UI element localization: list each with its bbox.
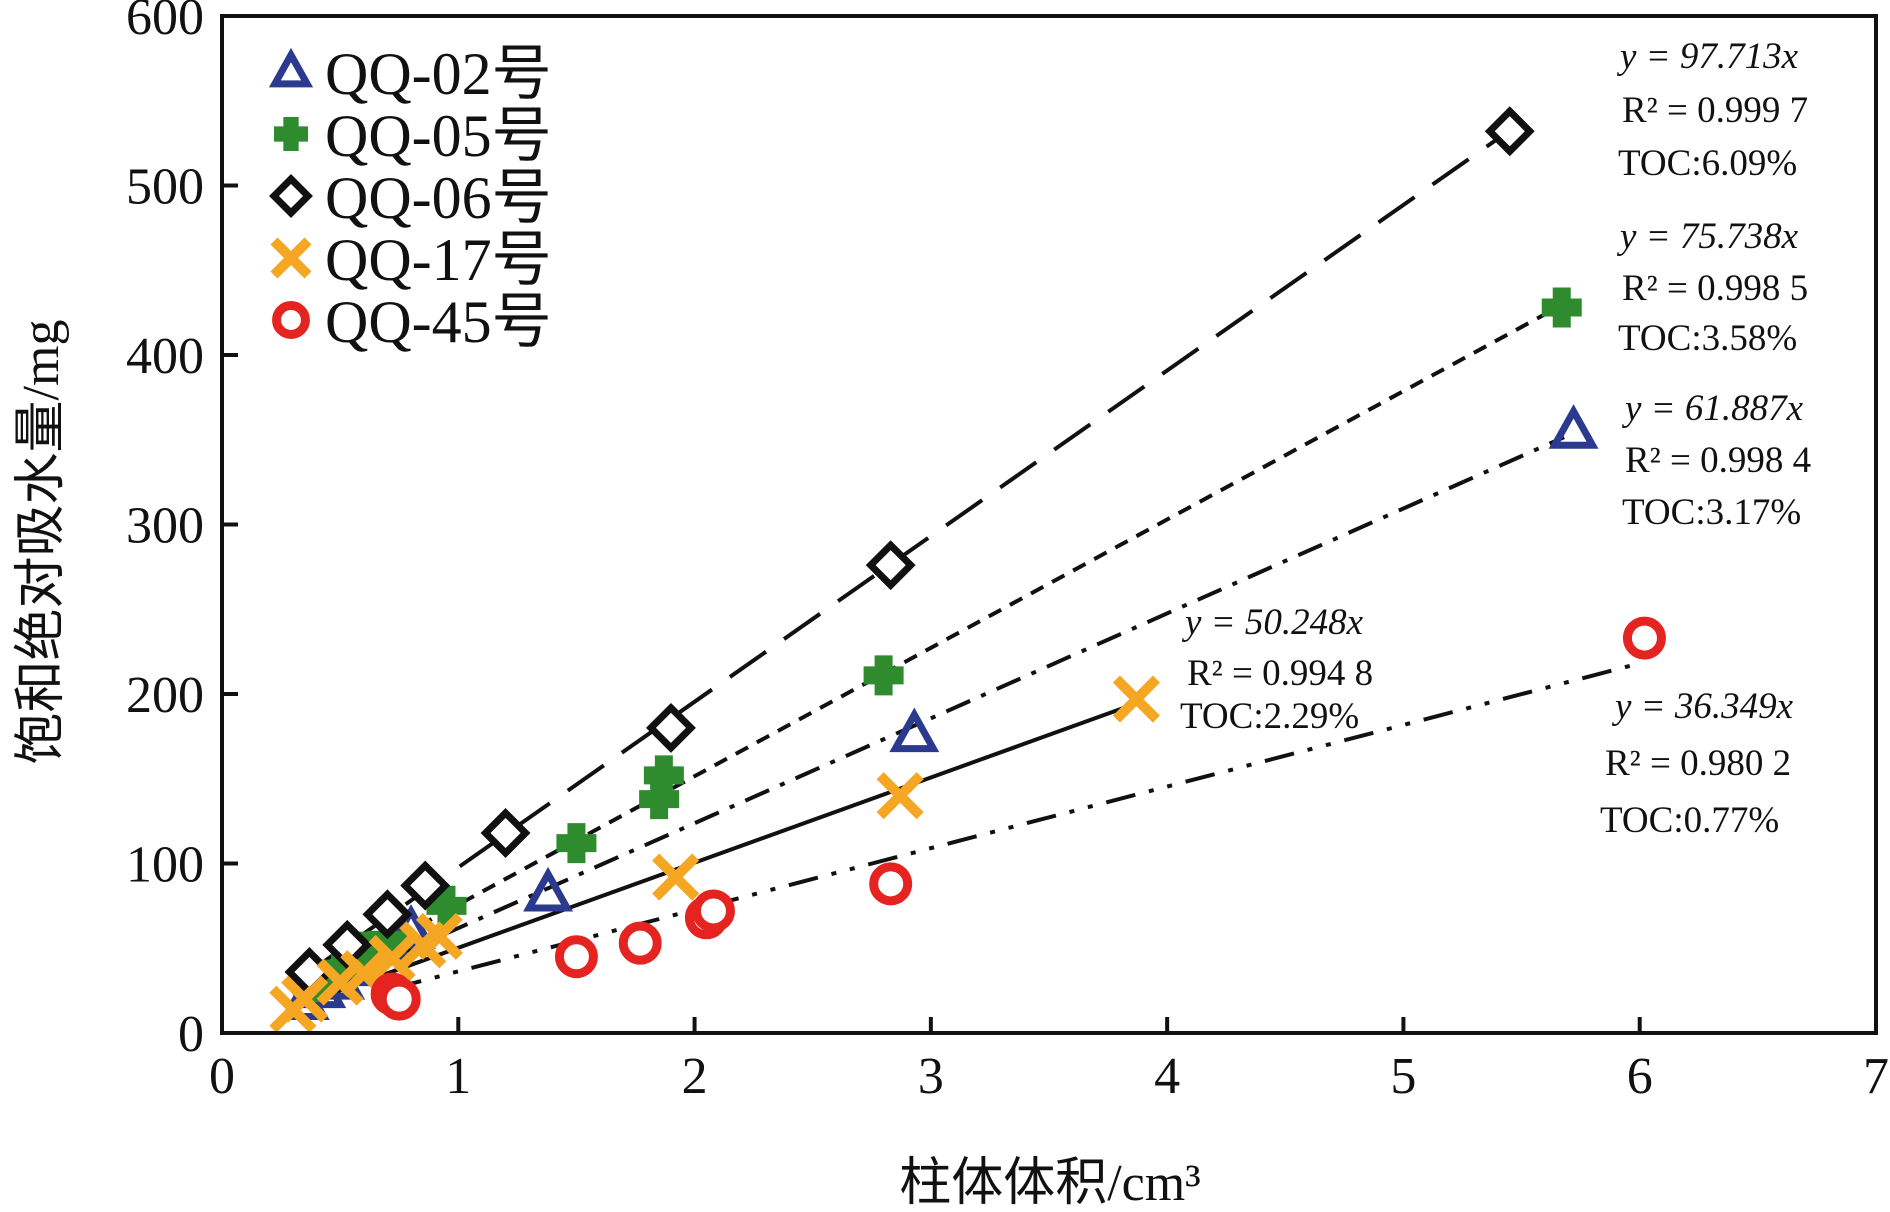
point-x: [281, 975, 329, 1023]
data-points: [269, 106, 1666, 1033]
y-tick-label: 100: [126, 837, 204, 894]
legend-label: QQ-02号: [325, 41, 552, 107]
regression-annotation: y = 36.349x R² = 0.980 2 TOC:0.77%: [1600, 686, 1794, 841]
y-tick-label: 200: [126, 667, 204, 724]
point-circle: [554, 935, 598, 979]
point-circle: [691, 889, 735, 933]
point-triangle: [523, 866, 574, 912]
y-tick-label: 300: [126, 498, 204, 555]
regression-r2: R² = 0.999 7: [1622, 90, 1808, 131]
point-diamond: [400, 860, 451, 911]
point-diamond: [865, 540, 916, 591]
point-diamond: [322, 919, 373, 970]
legend-item: QQ-17号: [270, 227, 552, 293]
point-diamond: [362, 889, 413, 940]
series-points: [370, 616, 1666, 1021]
point-x: [270, 237, 312, 279]
x-tick-label: 7: [1863, 1048, 1889, 1105]
legend-label: QQ-17号: [325, 227, 552, 293]
point-plus: [556, 823, 597, 864]
x-tick-label: 6: [1627, 1048, 1653, 1105]
annotations: y = 61.887x R² = 0.998 4 TOC:3.17% y = 75.7…: [1180, 36, 1811, 841]
x-tick-label: 3: [918, 1048, 944, 1105]
point-plus: [367, 919, 408, 960]
point-circle: [377, 977, 421, 1021]
point-plus: [639, 779, 680, 820]
point-x: [652, 853, 700, 901]
point-diamond: [1484, 106, 1535, 157]
point-plus: [426, 885, 467, 926]
regression-equation: y = 61.887x: [1621, 388, 1804, 429]
point-circle: [869, 862, 913, 906]
legend-label: QQ-06号: [325, 165, 552, 231]
toc-value: TOC:2.29%: [1180, 696, 1359, 737]
y-tick-label: 600: [126, 0, 204, 46]
axis-ticks: 0 1 2 3 4 5 6 7 0 100 200 300 400 500 600: [126, 0, 1889, 1105]
toc-value: TOC:0.77%: [1600, 800, 1779, 841]
series-points: [269, 675, 1160, 1033]
regression-equation: y = 97.713x: [1616, 36, 1799, 77]
regression-annotation: y = 97.713x R² = 0.999 7 TOC:6.09%: [1616, 36, 1808, 184]
legend-item: QQ-05号: [274, 103, 552, 169]
point-circle: [618, 921, 662, 965]
legend-item: QQ-02号: [268, 41, 552, 107]
legend-label: QQ-05号: [325, 103, 552, 169]
regression-r2: R² = 0.980 2: [1605, 743, 1791, 784]
point-plus: [1541, 287, 1582, 328]
point-plus: [643, 755, 684, 796]
point-triangle: [889, 707, 940, 753]
legend-item: QQ-06号: [269, 165, 552, 231]
regression-annotation: y = 75.738x R² = 0.998 5 TOC:3.58%: [1616, 216, 1808, 359]
y-tick-label: 0: [178, 1006, 204, 1063]
y-tick-label: 500: [126, 159, 204, 216]
toc-value: TOC:3.58%: [1618, 318, 1797, 359]
point-plus: [274, 117, 308, 151]
regression-equation: y = 75.738x: [1616, 216, 1799, 257]
regression-equation: y = 50.248x: [1181, 602, 1364, 643]
series-points: [284, 106, 1535, 997]
point-x: [368, 934, 416, 982]
point-circle: [272, 301, 310, 339]
regression-annotation: y = 61.887x R² = 0.998 4 TOC:3.17%: [1621, 388, 1811, 533]
point-triangle: [1548, 404, 1599, 449]
point-diamond: [645, 702, 696, 753]
x-axis-title: 柱体体积/cm³: [899, 1155, 1201, 1212]
regression-r2: R² = 0.994 8: [1187, 653, 1373, 694]
y-axis-title: 饱和绝对吸水量/mg: [13, 320, 70, 765]
point-diamond: [480, 808, 531, 858]
legend-label: QQ-45号: [325, 289, 552, 355]
x-tick-label: 0: [209, 1048, 235, 1105]
regression-line: [391, 662, 1636, 991]
point-triangle: [268, 47, 314, 88]
regression-line: [292, 435, 1565, 1004]
x-tick-label: 2: [682, 1048, 708, 1105]
point-x: [876, 772, 924, 820]
y-tick-label: 400: [126, 328, 204, 385]
x-tick-label: 4: [1154, 1048, 1180, 1105]
regression-r2: R² = 0.998 5: [1622, 268, 1808, 309]
x-tick-label: 5: [1390, 1048, 1416, 1105]
point-x: [1112, 675, 1160, 723]
point-x: [415, 912, 463, 960]
regression-equation: y = 36.349x: [1611, 686, 1794, 727]
toc-value: TOC:3.17%: [1622, 492, 1801, 533]
regression-r2: R² = 0.998 4: [1625, 440, 1811, 481]
point-plus: [863, 655, 904, 696]
point-diamond: [269, 174, 313, 218]
x-tick-label: 1: [445, 1048, 471, 1105]
point-x: [340, 950, 388, 998]
point-circle: [1622, 616, 1666, 660]
point-plus: [320, 948, 361, 989]
toc-value: TOC:6.09%: [1618, 143, 1797, 184]
legend-item: QQ-45号: [272, 289, 552, 355]
